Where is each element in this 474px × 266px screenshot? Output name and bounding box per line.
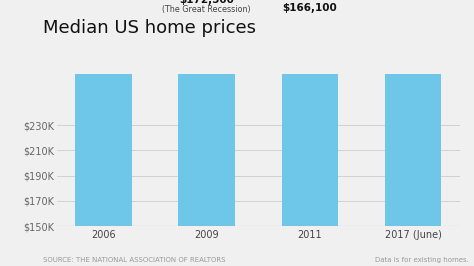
Text: (The Great Recession): (The Great Recession) xyxy=(163,5,251,14)
Bar xyxy=(282,16,338,226)
Text: $166,100: $166,100 xyxy=(283,3,337,13)
Bar xyxy=(178,8,235,226)
Bar xyxy=(75,0,132,226)
Bar xyxy=(385,0,441,226)
Text: $172,500: $172,500 xyxy=(179,0,234,5)
Text: SOURCE: THE NATIONAL ASSOCIATION OF REALTORS: SOURCE: THE NATIONAL ASSOCIATION OF REAL… xyxy=(43,257,225,263)
Text: Data is for existing homes.: Data is for existing homes. xyxy=(375,257,469,263)
Text: Median US home prices: Median US home prices xyxy=(43,19,255,37)
